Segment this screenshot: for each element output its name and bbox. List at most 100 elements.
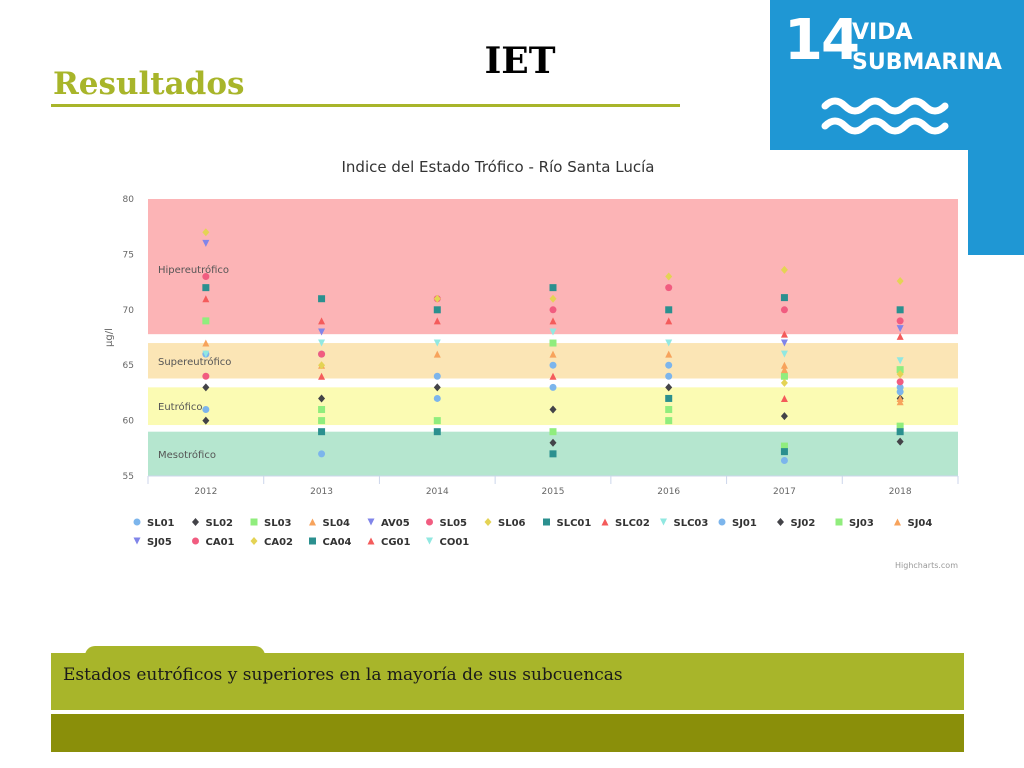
point-slc01-0 (202, 284, 210, 292)
point-sl03-3 (549, 339, 557, 347)
center-title: IET (484, 40, 556, 82)
band-label-1: Eutrófico (158, 401, 203, 413)
point-sl06-3 (549, 294, 557, 303)
legend-item-ca04: CA04 (309, 537, 352, 548)
legend-item-sl03: SL03 (250, 518, 292, 529)
point-slc01-5 (780, 294, 788, 302)
legend-item-sl02: SL02 (192, 518, 233, 529)
legend-label-ca01: CA01 (206, 537, 235, 548)
point-sl03-5 (780, 372, 788, 380)
sdg-badge-tail (968, 150, 1024, 255)
series-sl06 (202, 228, 904, 370)
point-sl04-2 (433, 350, 441, 358)
point-sl05-3 (549, 306, 557, 314)
point-ca01-0 (202, 372, 210, 380)
point-cg01-1 (318, 372, 326, 380)
legend-symbol-co01 (426, 537, 433, 545)
trophic-index-chart: Indice del Estado Trófico - Río Santa Lu… (104, 158, 959, 570)
legend-item-sl05: SL05 (426, 518, 467, 529)
point-ca04-5 (780, 448, 788, 456)
legend-label-sj05: SJ05 (147, 537, 172, 548)
point-sl01-3 (549, 361, 557, 369)
legend-item-slc02: SLC02 (601, 518, 650, 529)
footer-dark-band (51, 714, 964, 752)
legend-item-sj01: SJ01 (718, 518, 757, 529)
x-tick-label-6: 2018 (889, 487, 912, 497)
legend-symbol-sl02 (192, 518, 199, 526)
x-tick-label-2: 2014 (426, 487, 449, 497)
point-sl04-5 (780, 366, 788, 374)
point-sl03-6 (896, 366, 904, 374)
sdg-number: 14 (784, 8, 860, 73)
sdg-label-line1: VIDA (852, 20, 913, 45)
legend-label-sl04: SL04 (323, 518, 351, 529)
point-ca04-2 (433, 428, 441, 436)
legend-label-sl03: SL03 (264, 518, 292, 529)
point-slc02-4 (665, 317, 673, 325)
point-av05-1 (318, 328, 326, 336)
legend-item-sj03: SJ03 (835, 518, 874, 529)
point-sj03-1 (318, 417, 326, 425)
point-slc03-2 (433, 339, 441, 347)
point-slc03-3 (549, 328, 557, 336)
point-ca01-6 (896, 378, 904, 386)
point-slc02-5 (780, 330, 788, 338)
series-ca04 (318, 394, 904, 458)
x-tick-label-3: 2015 (542, 487, 565, 497)
y-tick-label-5: 80 (123, 195, 135, 205)
y-axis-label: µg/l (104, 328, 115, 347)
legend-label-sj03: SJ03 (849, 518, 874, 529)
legend-label-slc03: SLC03 (674, 518, 709, 529)
point-sl03-4 (665, 417, 673, 425)
band-label-3: Hipereutrófico (158, 264, 229, 276)
point-ca04-1 (318, 428, 326, 436)
legend-label-sj02: SJ02 (791, 518, 816, 529)
legend-item-sj05: SJ05 (133, 537, 172, 548)
y-tick-label-2: 65 (123, 361, 134, 371)
point-sj03-5 (780, 442, 788, 450)
point-sl06-4 (665, 272, 673, 281)
point-av05-0 (202, 239, 210, 247)
x-tick-label-1: 2013 (310, 487, 333, 497)
sdg-label: VIDA SUBMARINA (852, 18, 1002, 78)
point-slc02-2 (433, 317, 441, 325)
point-sl02-4 (665, 383, 673, 392)
legend-symbol-ca01 (192, 537, 199, 545)
legend-symbol-sj02 (777, 518, 784, 526)
point-sl05-1 (318, 350, 326, 358)
legend-item-sj02: SJ02 (777, 518, 815, 529)
band-label-0: Mesotrófico (158, 449, 216, 461)
point-slc03-4 (665, 339, 673, 347)
band-2 (148, 343, 958, 379)
x-tick-label-4: 2016 (657, 487, 680, 497)
point-slc03-1 (318, 339, 326, 347)
point-slc01-6 (896, 306, 904, 314)
point-sl06-1 (318, 361, 326, 370)
point-sj01-1 (318, 450, 326, 458)
legend-symbol-sj04 (894, 518, 901, 526)
series-ca01 (202, 372, 904, 386)
legend-item-co01: CO01 (426, 537, 469, 548)
legend-symbol-sl01 (133, 518, 141, 526)
point-sj02-6 (896, 437, 904, 446)
x-tick-label-0: 2012 (194, 487, 217, 497)
point-sl06-5 (780, 265, 788, 274)
legend-label-co01: CO01 (440, 537, 470, 548)
point-av05-6 (896, 325, 904, 333)
point-slc01-2 (433, 306, 441, 314)
point-cg01-5 (780, 394, 788, 402)
point-sj04-6 (896, 398, 904, 406)
legend-label-ca02: CA02 (264, 537, 293, 548)
legend-symbol-sl03 (250, 518, 258, 526)
point-sj01-0 (202, 406, 210, 414)
point-slc02-3 (549, 317, 557, 325)
footer-text: Estados eutróficos y superiores en la ma… (63, 665, 623, 685)
legend-label-ca04: CA04 (323, 537, 352, 548)
point-sl03-1 (318, 406, 326, 414)
series-cg01 (318, 372, 788, 402)
point-sj03-4 (665, 406, 673, 414)
point-slc02-0 (202, 295, 210, 303)
series-sj04 (780, 361, 904, 406)
legend-label-sl02: SL02 (206, 518, 234, 529)
y-tick-label-1: 60 (123, 417, 135, 427)
